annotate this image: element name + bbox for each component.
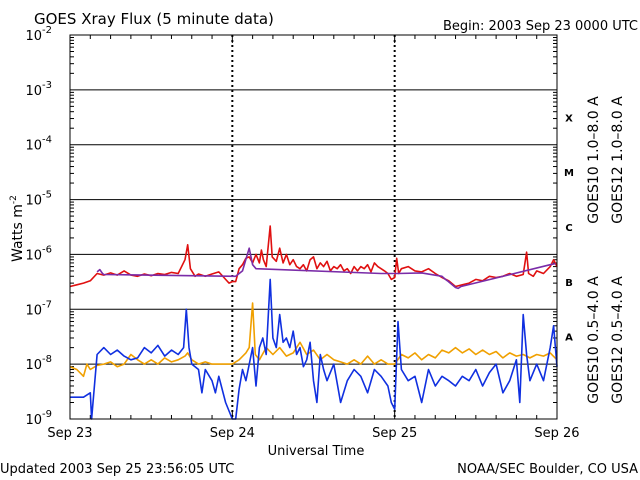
y-tick-base: 10: [25, 248, 42, 263]
x-tick-label: Sep 23: [47, 426, 92, 441]
begin-date: Begin: 2003 Sep 23 0000 UTC: [443, 19, 638, 34]
x-tick-label: Sep 24: [210, 426, 255, 441]
y-axis-label: Watts m-2: [9, 195, 26, 262]
y-tick-label: 10-2: [25, 25, 52, 44]
y-tick-label: 10-4: [25, 135, 52, 154]
series-lines: [69, 225, 558, 420]
legend: GOES10 1.0–8.0 A GOES12 1.0–8.0 A GOES10 0…: [586, 96, 626, 404]
y-tick-labels: 10-910-810-710-610-510-410-310-2: [25, 25, 52, 428]
flare-class-label: C: [565, 223, 572, 234]
flare-class-label: M: [564, 168, 574, 179]
x-axis-label: Universal Time: [268, 444, 365, 459]
y-tick-exponent: -9: [42, 409, 52, 420]
legend-entry: GOES12 0.5–4.0 A: [610, 276, 626, 404]
y-tick-exponent: -5: [42, 190, 52, 201]
x-tick-labels: Sep 23 Sep 24 Sep 25 Sep 26: [47, 426, 579, 441]
y-tick-exponent: -4: [42, 135, 52, 146]
y-tick-base: 10: [25, 194, 42, 209]
y-tick-base: 10: [25, 413, 42, 428]
y-tick-label: 10-6: [25, 244, 52, 263]
flare-class-label: X: [565, 113, 573, 124]
y-tick-exponent: -6: [42, 244, 52, 255]
y-axis-label-sup: -2: [9, 195, 19, 204]
y-tick-base: 10: [25, 358, 42, 373]
flare-class-label: A: [565, 333, 573, 344]
legend-entry: GOES12 1.0–8.0 A: [610, 96, 626, 224]
y-tick-exponent: -8: [42, 354, 52, 365]
plot-frame: [69, 34, 558, 420]
series-line-goes12-0-5-4-0-a: [70, 278, 558, 420]
y-tick-label: 10-9: [25, 409, 52, 428]
updated-timestamp: Updated 2003 Sep 25 23:56:05 UTC: [0, 462, 234, 477]
chart-title: GOES Xray Flux (5 minute data): [34, 10, 274, 28]
y-tick-base: 10: [25, 303, 42, 318]
legend-entry: GOES10 1.0–8.0 A: [586, 96, 602, 224]
y-tick-base: 10: [25, 84, 42, 99]
y-tick-label: 10-8: [25, 354, 52, 373]
y-tick-label: 10-5: [25, 190, 52, 209]
y-tick-exponent: -2: [42, 25, 52, 36]
y-tick-exponent: -7: [42, 299, 52, 310]
legend-entry: GOES10 0.5–4.0 A: [586, 276, 602, 404]
y-tick-base: 10: [25, 29, 42, 44]
y-tick-base: 10: [25, 139, 42, 154]
series-line-goes10-0-5-4-0-a: [69, 302, 558, 378]
plot-grid: [69, 34, 558, 420]
y-tick-label: 10-3: [25, 80, 52, 99]
x-tick-label: Sep 26: [534, 426, 579, 441]
y-tick-exponent: -3: [42, 80, 52, 91]
flare-class-labels: X M C B A: [564, 113, 574, 343]
y-axis-label-base: Watts m: [10, 204, 26, 262]
flare-class-label: B: [565, 278, 573, 289]
series-line-goes12-1-0-8-0-a: [69, 225, 558, 288]
y-tick-label: 10-7: [25, 299, 52, 318]
series-line-goes10-1-0-8-0-a: [96, 247, 556, 290]
x-tick-label: Sep 25: [372, 426, 417, 441]
credit-label: NOAA/SEC Boulder, CO USA: [457, 462, 638, 477]
